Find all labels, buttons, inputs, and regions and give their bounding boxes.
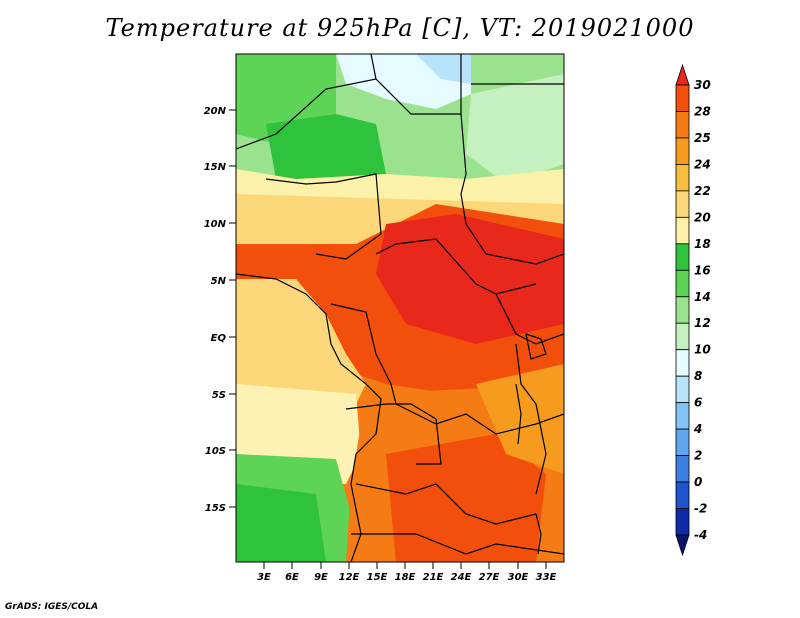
colorbar-swatch [675,137,690,165]
lat-label: 15S [205,503,226,514]
chart-title: Temperature at 925hPa [C], VT: 201902100… [105,14,695,42]
green-mid-north [266,114,386,184]
colorbar-swatch [675,216,690,245]
colorbar-swatch [675,164,690,192]
colorbar-swatch [675,84,690,112]
lat-label: 10S [205,446,226,457]
lon-label: 24E [451,572,472,583]
map-svg [236,54,564,562]
lon-label: 6E [285,572,299,583]
footer-credit: GrADS: IGES/COLA [5,602,99,612]
lat-label: 15N [204,162,227,173]
colorbar-swatch [675,481,690,509]
lon-label: 33E [536,572,557,583]
lat-ticks [229,109,236,508]
lon-label: 27E [479,572,500,583]
lon-label: 12E [339,572,360,583]
colorbar-label: 2 [694,449,702,463]
colorbar-label: 0 [694,475,702,489]
green-south-core [236,484,326,562]
colorbar-label: 18 [694,237,711,251]
lat-label: 5N [211,276,227,287]
colorbar-swatch [675,243,690,271]
colorbar-label: 6 [694,396,702,410]
colorbar-label: 14 [694,290,711,304]
colorbar-bottom-arrow [675,534,690,557]
lon-label: 15E [367,572,388,583]
colorbar-top-arrow [675,63,690,86]
colorbar-label: 24 [694,157,711,171]
lat-label: 20N [204,106,227,117]
lon-label: 3E [257,572,271,583]
colorbar-swatch [675,296,690,324]
colorbar-label: 8 [694,369,702,383]
colorbar-label: 30 [694,78,711,92]
lon-label: 18E [395,572,416,583]
colorbar-label: 28 [694,104,711,118]
lat-label: 5S [212,390,226,401]
colorbar-swatch [675,322,690,351]
colorbar-swatch [675,402,690,430]
colorbar-label: -4 [694,528,707,542]
lon-ticks [263,562,547,569]
colorbar-label: 20 [694,210,711,224]
colorbar-swatch [675,190,690,218]
colorbar-label: -2 [694,502,707,516]
lat-label: 10N [204,219,227,230]
colorbar-swatch [675,455,690,483]
colorbar-swatch [675,111,690,139]
lon-label: 30E [508,572,529,583]
colorbar-swatch [675,349,690,377]
colorbar-swatch [675,508,690,536]
colorbar-label: 4 [693,422,702,436]
lon-label: 21E [423,572,444,583]
colorbar-swatch [675,428,690,456]
colorbar-label: 22 [694,184,711,198]
lon-label: 9E [314,572,328,583]
colorbar-swatch [675,375,690,404]
colorbar-label: 10 [694,343,711,357]
temperature-map [236,54,564,562]
lat-label: EQ [211,333,227,344]
colorbar-swatch [675,269,690,298]
colorbar-label: 12 [694,316,711,330]
colorbar-label: 16 [694,263,711,277]
colorbar-label: 25 [694,131,711,145]
